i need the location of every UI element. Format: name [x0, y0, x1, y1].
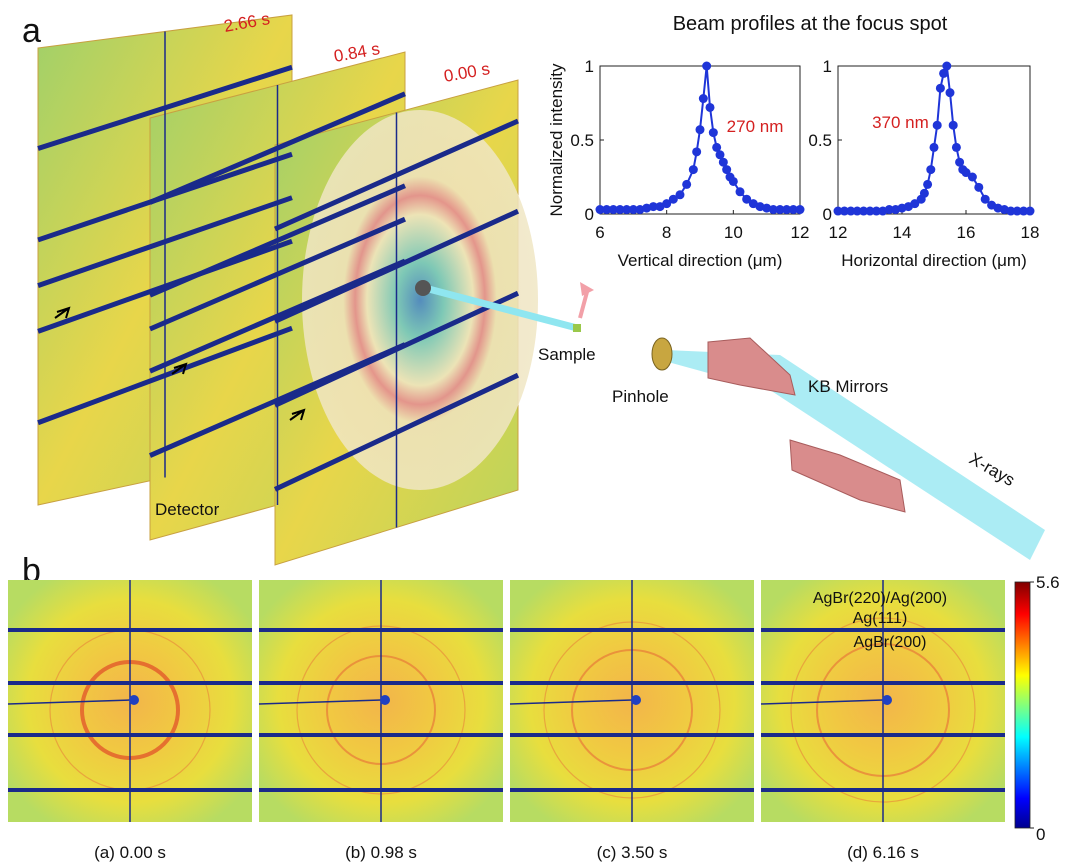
axes-box	[600, 66, 800, 214]
y-tick-label: 0	[823, 205, 832, 224]
y-tick-label: 0	[585, 205, 594, 224]
data-point	[702, 62, 711, 71]
x-axis-label: Horizontal direction (μm)	[841, 251, 1027, 270]
caption: (c) 3.50 s	[597, 843, 668, 862]
time-label: 0.00 s	[442, 59, 491, 86]
data-point	[736, 187, 745, 196]
center-spot	[882, 695, 892, 705]
sample-mark	[573, 324, 581, 332]
annotation: AgBr(220)/Ag(200)	[813, 590, 947, 607]
annotation: Ag(111)	[853, 610, 908, 627]
data-point	[706, 103, 715, 112]
page: Figure {"panel_a": {"label": "a", "times…	[0, 0, 1070, 867]
x-tick-label: 18	[1021, 223, 1040, 242]
scatter-arrow	[580, 292, 587, 318]
center-spot	[129, 695, 139, 705]
data-point	[709, 128, 718, 137]
data-point	[1026, 207, 1035, 216]
body: a 2.66 s 0.84 s 0.00 s Sample Pinhole KB…	[0, 0, 1070, 867]
data-point	[952, 143, 961, 152]
data-point	[942, 62, 951, 71]
data-point	[920, 189, 929, 198]
axes-box	[838, 66, 1030, 214]
annotation: 370 nm	[872, 113, 929, 132]
profile-line	[600, 66, 800, 210]
x-tick-label: 12	[791, 223, 810, 242]
data-point	[696, 125, 705, 134]
y-tick-label: 0.5	[808, 131, 832, 150]
x-tick-label: 14	[893, 223, 912, 242]
panel-a: a 2.66 s 0.84 s 0.00 s Sample Pinhole KB…	[22, 9, 1045, 565]
pinhole-mark	[652, 338, 672, 370]
data-point	[926, 165, 935, 174]
data-point	[936, 84, 945, 93]
data-point	[692, 147, 701, 156]
data-point	[933, 121, 942, 130]
panel-b: b (a) 0.00 s(b) 0.98 s(c) 3.50 s(d) 6.16…	[8, 552, 1060, 862]
data-point	[699, 94, 708, 103]
colorbar-tick-label: 5.6	[1036, 573, 1060, 592]
beam-stop	[415, 280, 431, 296]
data-point	[974, 183, 983, 192]
data-point	[923, 180, 932, 189]
data-point	[796, 205, 805, 214]
caption: (b) 0.98 s	[345, 843, 417, 862]
label: KB Mirrors	[808, 377, 888, 396]
center-spot	[380, 695, 390, 705]
data-point	[946, 88, 955, 97]
caption: (a) 0.00 s	[94, 843, 166, 862]
caption: (d) 6.16 s	[847, 843, 919, 862]
label: Detector	[155, 500, 220, 519]
profiles-title: Beam profiles at the focus spot	[673, 13, 948, 35]
label: Sample	[538, 345, 596, 364]
x-tick-label: 10	[724, 223, 743, 242]
data-point	[676, 190, 685, 199]
profile-line	[838, 66, 1030, 211]
data-point	[682, 180, 691, 189]
annotation: AgBr(200)	[854, 634, 927, 651]
y-tick-label: 0.5	[570, 131, 594, 150]
figure: a 2.66 s 0.84 s 0.00 s Sample Pinhole KB…	[0, 0, 1070, 867]
x-axis-label: Vertical direction (μm)	[618, 251, 783, 270]
colorbar-tick-label: 0	[1036, 825, 1045, 844]
center-spot	[631, 695, 641, 705]
x-tick-label: 16	[957, 223, 976, 242]
y-axis-label: Normalized intensity	[547, 63, 566, 217]
data-point	[949, 121, 958, 130]
x-tick-label: 6	[595, 223, 604, 242]
data-point	[729, 177, 738, 186]
colorbar	[1015, 582, 1030, 828]
data-point	[689, 165, 698, 174]
panel-label: a	[22, 12, 41, 50]
label: Pinhole	[612, 387, 669, 406]
data-point	[968, 173, 977, 182]
y-tick-label: 1	[823, 57, 832, 76]
data-point	[930, 143, 939, 152]
y-tick-label: 1	[585, 57, 594, 76]
annotation: 270 nm	[727, 117, 784, 136]
x-tick-label: 12	[829, 223, 848, 242]
x-tick-label: 8	[662, 223, 671, 242]
